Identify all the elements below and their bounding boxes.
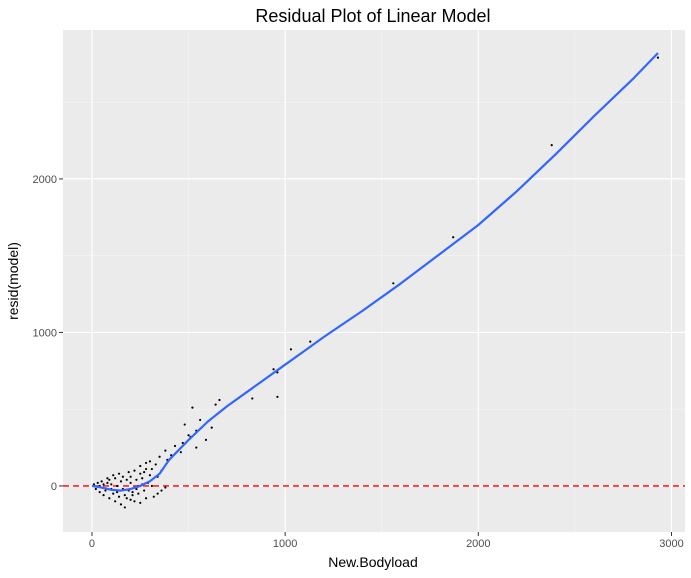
data-point [104, 489, 107, 492]
data-point [204, 438, 208, 441]
data-point [164, 486, 167, 489]
data-point [276, 395, 279, 399]
data-point [117, 472, 121, 475]
data-point [115, 490, 119, 494]
data-point [96, 481, 99, 484]
x-axis-ticks: 0 1000 2000 3000 [89, 532, 684, 550]
data-point [218, 398, 221, 402]
x-axis-label: New.Bodyload [328, 554, 418, 570]
data-point [139, 501, 142, 504]
x-tick-label: 2000 [466, 538, 490, 550]
data-point [154, 463, 157, 466]
data-point [135, 478, 138, 481]
x-tick-label: 3000 [659, 538, 683, 550]
data-point [115, 484, 119, 488]
data-point [137, 492, 140, 495]
data-point [106, 477, 109, 480]
data-point [125, 497, 128, 500]
data-point [117, 495, 121, 498]
data-point [199, 418, 202, 422]
data-point [191, 406, 194, 409]
data-point [195, 446, 198, 449]
data-point [102, 494, 105, 497]
data-point [129, 475, 132, 478]
data-point [156, 492, 159, 495]
y-tick-label: 2000 [33, 174, 57, 186]
smooth-line [91, 52, 659, 492]
data-point [114, 477, 117, 480]
data-point [210, 426, 213, 429]
data-point [143, 471, 146, 474]
data-point [133, 500, 136, 503]
data-point [152, 495, 155, 498]
data-point [114, 500, 117, 503]
data-point [158, 455, 161, 458]
data-point [160, 489, 163, 492]
data-point [148, 474, 152, 477]
data-point [309, 340, 312, 343]
chart-title: Residual Plot of Linear Model [255, 6, 490, 26]
data-point [129, 498, 132, 501]
data-point [214, 403, 217, 406]
data-point [119, 480, 123, 483]
data-point [112, 492, 115, 495]
data-point [125, 478, 128, 481]
data-point [98, 490, 101, 494]
x-tick-label: 0 [89, 538, 95, 550]
data-point [150, 467, 153, 471]
data-point [141, 477, 144, 480]
data-point [181, 441, 184, 445]
data-point [119, 503, 123, 506]
data-point [144, 467, 148, 471]
data-point [92, 483, 96, 486]
data-point [94, 487, 97, 491]
plot-panel [63, 30, 685, 532]
y-axis-ticks: 0 1000 2000 [33, 174, 63, 493]
data-point [150, 484, 153, 488]
data-point [144, 461, 148, 465]
data-point [112, 474, 115, 477]
data-point [187, 434, 190, 437]
data-point [131, 490, 134, 494]
data-point [108, 497, 111, 500]
data-point [164, 449, 167, 452]
data-point [179, 451, 182, 454]
data-point [392, 282, 395, 285]
data-point [127, 471, 130, 474]
data-point [251, 397, 254, 400]
data-point [550, 144, 553, 147]
y-tick-label: 1000 [33, 327, 57, 339]
data-point [131, 494, 134, 497]
data-point [452, 236, 455, 239]
x-tick-label: 1000 [273, 538, 297, 550]
data-point [143, 489, 146, 492]
data-point [272, 368, 275, 371]
data-point [139, 472, 142, 475]
data-point [148, 460, 152, 463]
data-point [100, 480, 103, 483]
data-point [106, 481, 109, 484]
y-tick-label: 0 [51, 481, 57, 493]
grid-minor [63, 30, 685, 532]
data-point [123, 506, 126, 509]
data-point [173, 444, 177, 448]
data-point [123, 494, 126, 497]
data-point [133, 469, 136, 472]
data-point [656, 56, 660, 59]
smooth-curve [91, 52, 659, 492]
data-point [139, 464, 142, 468]
data-point [102, 483, 105, 486]
data-point [183, 423, 186, 426]
data-point [289, 348, 293, 351]
data-point [121, 475, 124, 478]
data-point [129, 481, 132, 484]
data-point [108, 478, 111, 481]
y-axis-label: resid(model) [5, 242, 21, 320]
data-point [110, 483, 113, 486]
data-point [144, 497, 148, 500]
